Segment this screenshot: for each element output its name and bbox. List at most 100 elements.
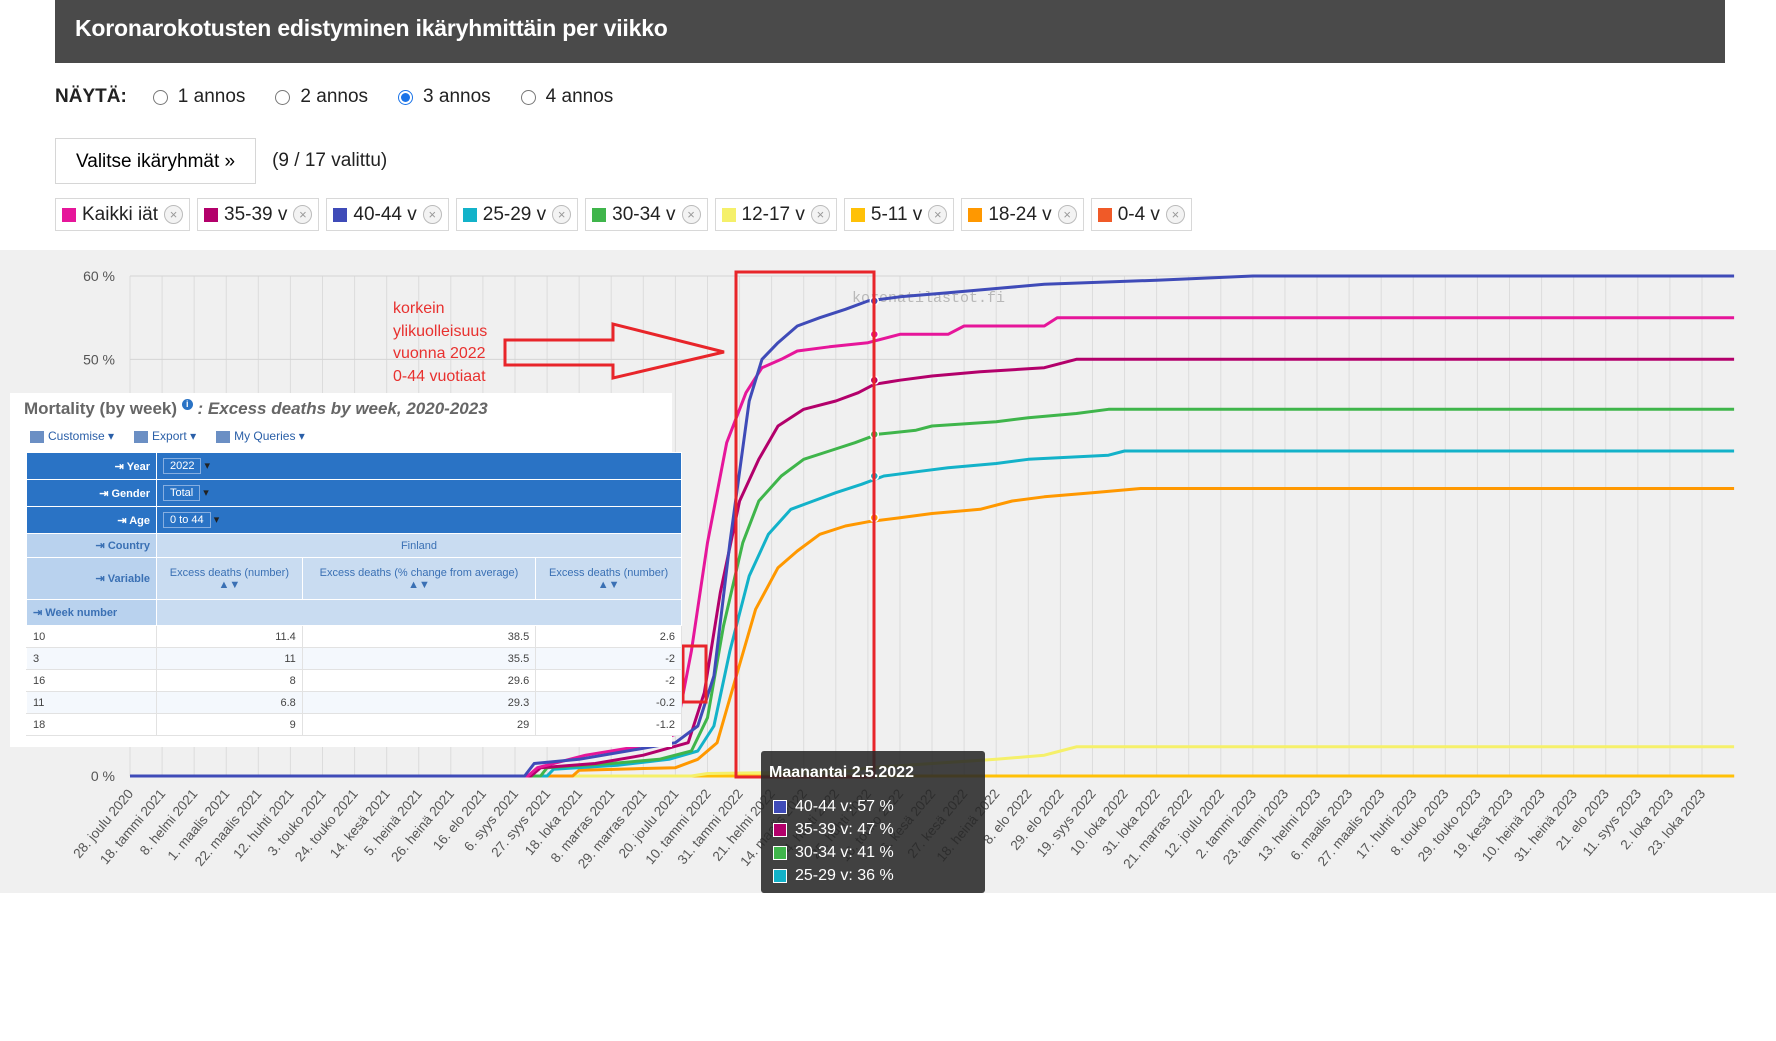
radio-circle-icon[interactable] — [152, 89, 168, 105]
x-tick-label: 23. loka 2023 — [1645, 786, 1709, 858]
y-tick-label: 0 % — [91, 768, 115, 784]
my-queries-button[interactable]: My Queries ▾ — [216, 429, 305, 443]
mortality-subtitle: : Excess deaths by week, 2020-2023 — [197, 399, 488, 418]
mortality-table-overlay: Mortality (by week) i : Excess deaths by… — [10, 393, 682, 747]
tooltip-swatch — [773, 800, 787, 814]
show-label: NÄYTÄ: — [55, 86, 127, 107]
radio-label: 1 annos — [177, 86, 246, 107]
radio-circle-icon[interactable] — [275, 89, 291, 105]
y-tick-label: 50 % — [83, 351, 115, 367]
filter-label: ⇥ Age — [26, 506, 157, 534]
select-age-groups-button[interactable]: Valitse ikäryhmät » — [55, 138, 257, 184]
page-title: Koronarokotusten edistyminen ikäryhmittä… — [75, 15, 668, 41]
remove-chip-icon[interactable]: × — [164, 205, 184, 224]
info-icon[interactable]: i — [181, 399, 193, 410]
tooltip-swatch — [773, 869, 787, 883]
annotation-line: korkein — [393, 300, 445, 317]
table-row: 18 9 29 -1.2 — [26, 713, 682, 736]
chip-color-swatch — [721, 207, 736, 222]
tooltip-swatch — [773, 846, 787, 860]
radio-2-annos[interactable]: 2 annos — [275, 86, 368, 108]
column-header[interactable]: Excess deaths (% change from average) ▲▼ — [301, 557, 537, 600]
remove-chip-icon[interactable]: × — [1057, 205, 1077, 224]
highlight-box-small — [681, 644, 708, 704]
series-line — [130, 449, 1735, 778]
value-cell: 38.5 — [301, 625, 537, 648]
chip-label: 35-39 v — [224, 203, 288, 225]
gender-select[interactable]: Total ▾ — [156, 479, 682, 507]
filter-year-row: ⇥ Year 2022 ▾ — [26, 452, 682, 480]
mortality-toolbar: Customise ▾ Export ▾ My Queries ▾ — [30, 429, 305, 443]
series-line — [130, 316, 1735, 778]
table-row: 10 11.4 38.5 2.6 — [26, 625, 682, 648]
tooltip-row: 35-39 v: 47 % — [773, 821, 894, 839]
country-value: Finland — [156, 533, 682, 558]
series-line — [130, 274, 1735, 778]
tooltip-row-text: 25-29 v: 36 % — [795, 867, 894, 884]
chip-color-swatch — [592, 207, 607, 222]
age-chip: 30-34 v × — [585, 198, 708, 231]
remove-chip-icon[interactable]: × — [1165, 205, 1185, 224]
annotation-line: ylikuolleisuus — [393, 322, 488, 340]
remove-chip-icon[interactable]: × — [552, 205, 572, 224]
radio-3-annos[interactable]: 3 annos — [398, 86, 491, 108]
chip-color-swatch — [462, 207, 477, 222]
tooltip-row: 25-29 v: 36 % — [773, 867, 894, 885]
tooltip-title: Maanantai 2.5.2022 — [769, 764, 914, 781]
mortality-title: Mortality (by week) i : Excess deaths by… — [24, 399, 488, 419]
remove-chip-icon[interactable]: × — [293, 205, 313, 224]
remove-chip-icon[interactable]: × — [681, 205, 701, 224]
value-cell: -2 — [535, 669, 682, 692]
country-row: ⇥ Country Finland — [26, 533, 682, 558]
export-icon — [134, 430, 149, 443]
page-header: Koronarokotusten edistyminen ikäryhmittä… — [55, 0, 1725, 63]
age-chip: 0-4 v × — [1090, 198, 1192, 231]
chip-label: Kaikki iät — [82, 203, 159, 225]
chip-color-swatch — [968, 207, 983, 222]
age-chip: 40-44 v × — [326, 198, 449, 231]
value-cell: -2 — [535, 647, 682, 670]
value-cell: 29.3 — [301, 691, 537, 714]
radio-circle-icon[interactable] — [520, 89, 536, 105]
radio-4-annos[interactable]: 4 annos — [520, 86, 613, 108]
column-header[interactable]: Excess deaths (number) ▲▼ — [535, 557, 682, 600]
value-cell: 8 — [156, 669, 303, 692]
age-chip: 35-39 v × — [197, 198, 320, 231]
radio-1-annos[interactable]: 1 annos — [152, 86, 246, 108]
value-cell: 29.6 — [301, 669, 537, 692]
value-cell: -0.2 — [535, 691, 682, 714]
radio-circle-icon[interactable] — [398, 89, 414, 105]
chip-label: 12-17 v — [741, 203, 805, 225]
annotation-text: korkein ylikuolleisuus vuonna 2022 0-44 … — [393, 298, 487, 388]
remove-chip-icon[interactable]: × — [928, 205, 948, 224]
dose-selector: NÄYTÄ: 1 annos 2 annos 3 annos 4 annos — [55, 84, 643, 110]
week-cell: 16 — [26, 669, 157, 692]
customise-label: Customise — [48, 429, 105, 443]
age-chip: 18-24 v × — [961, 198, 1084, 231]
chip-label: 18-24 v — [988, 203, 1052, 225]
annotation-line: vuonna 2022 — [393, 345, 486, 362]
variable-row: ⇥ Variable Excess deaths (number) ▲▼ Exce… — [26, 557, 682, 600]
export-button[interactable]: Export ▾ — [134, 429, 196, 443]
selected-count: (9 / 17 valittu) — [272, 150, 388, 171]
year-select[interactable]: 2022 ▾ — [156, 452, 682, 480]
tooltip-row-text: 40-44 v: 57 % — [795, 798, 894, 815]
remove-chip-icon[interactable]: × — [422, 205, 442, 224]
table-row: 11 6.8 29.3 -0.2 — [26, 691, 682, 714]
series-line — [130, 357, 1735, 778]
chip-color-swatch — [850, 207, 865, 222]
customise-button[interactable]: Customise ▾ — [30, 429, 114, 443]
filter-label: ⇥ Gender — [26, 479, 157, 507]
radio-label: 3 annos — [423, 86, 491, 107]
week-cell: 3 — [26, 647, 157, 670]
week-cell: 10 — [26, 625, 157, 648]
chip-label: 5-11 v — [870, 203, 923, 225]
variable-label: ⇥ Variable — [26, 557, 157, 600]
age-chip: 5-11 v × — [843, 198, 955, 231]
age-select[interactable]: 0 to 44 ▾ — [156, 506, 682, 534]
annotation-line: 0-44 vuotiaat — [393, 367, 486, 385]
table-row: 16 8 29.6 -2 — [26, 669, 682, 692]
chip-color-swatch — [333, 207, 348, 222]
remove-chip-icon[interactable]: × — [810, 205, 830, 224]
column-header[interactable]: Excess deaths (number) ▲▼ — [156, 557, 303, 600]
